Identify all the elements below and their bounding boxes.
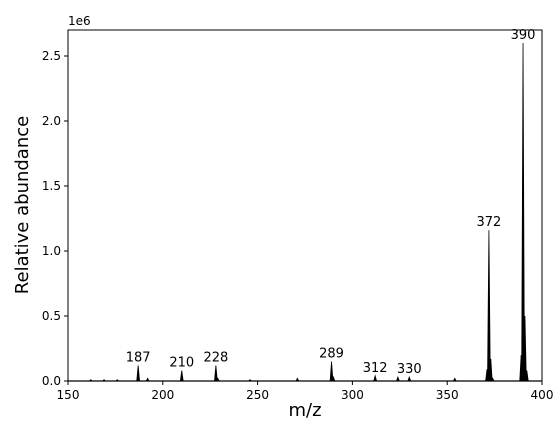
y-tick-label-1: 0.5 bbox=[42, 309, 61, 323]
peak-label-372: 372 bbox=[476, 215, 501, 230]
peak-annotation-layer: 187 210 228 289 312 330 372 390 bbox=[126, 28, 536, 377]
peak-label-228: 228 bbox=[203, 350, 228, 365]
plot-background bbox=[68, 30, 542, 381]
y-axis-offset-label: 1e6 bbox=[68, 14, 91, 28]
y-tick-label-5: 2.5 bbox=[42, 49, 61, 63]
x-tick-label-400: 400 bbox=[531, 388, 554, 402]
peak-label-330: 330 bbox=[397, 362, 422, 377]
y-tick-label-3: 1.5 bbox=[42, 179, 61, 193]
y-tick-label-2: 1.0 bbox=[42, 244, 61, 258]
peak-label-312: 312 bbox=[363, 361, 388, 376]
x-axis-ticks: 150 200 250 300 350 400 bbox=[57, 381, 554, 402]
x-tick-label-150: 150 bbox=[57, 388, 80, 402]
peak-label-390: 390 bbox=[511, 28, 536, 43]
peak-label-210: 210 bbox=[169, 356, 194, 371]
y-axis-label: Relative abundance bbox=[12, 116, 33, 294]
plot-frame bbox=[67, 29, 543, 382]
x-tick-label-350: 350 bbox=[436, 388, 459, 402]
x-tick-label-300: 300 bbox=[341, 388, 364, 402]
x-tick-label-200: 200 bbox=[151, 388, 174, 402]
y-tick-label-0: 0.0 bbox=[42, 374, 61, 388]
x-axis-label: m/z bbox=[288, 400, 321, 421]
peak-label-289: 289 bbox=[319, 347, 344, 362]
y-tick-label-4: 2.0 bbox=[42, 114, 61, 128]
peak-label-187: 187 bbox=[126, 350, 151, 365]
y-axis-ticks: 0.0 0.5 1.0 1.5 2.0 2.5 bbox=[42, 49, 68, 388]
x-tick-label-250: 250 bbox=[246, 388, 269, 402]
